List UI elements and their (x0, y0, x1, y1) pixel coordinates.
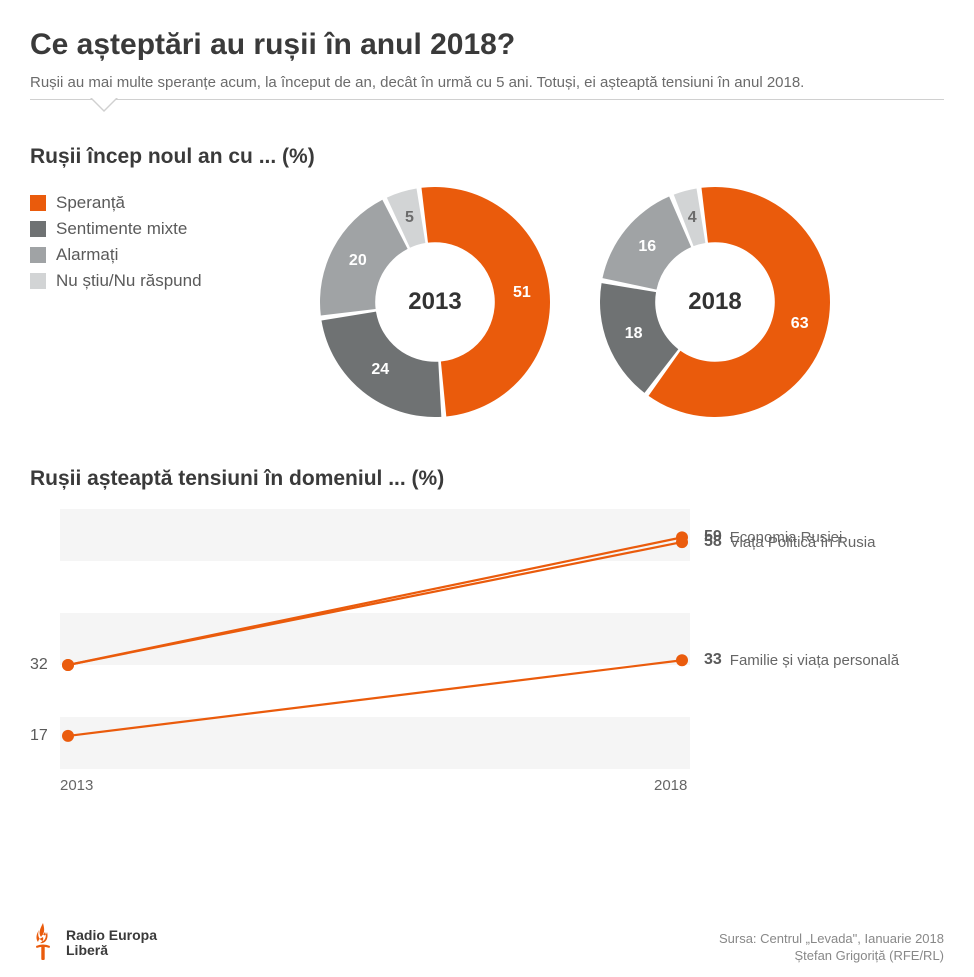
donut-slice-value: 63 (791, 315, 809, 333)
slope-left-value: 17 (30, 727, 48, 745)
footer-source: Sursa: Centrul „Levada", Ianuarie 2018 (719, 931, 944, 946)
legend-swatch (30, 195, 46, 211)
legend-label: Sentimente mixte (56, 219, 187, 239)
donut-center-label: 2013 (408, 288, 461, 316)
donut-section-title: Rușii încep noul an cu ... (%) (30, 145, 944, 169)
divider (30, 99, 944, 121)
donut-slice-value: 4 (688, 209, 697, 227)
slope-marker (676, 654, 688, 666)
slope-series-name: Familie și viața personală (730, 652, 899, 669)
slope-section: Rușii așteaptă tensiuni în domeniul ... … (30, 467, 944, 809)
brand-torch-icon (30, 923, 56, 963)
donut-chart: 2018 63 18 16 4 (600, 187, 830, 417)
slope-line (68, 660, 682, 736)
slope-right-value: 58 (704, 533, 722, 551)
legend-swatch (30, 273, 46, 289)
legend-item: Alarmați (30, 245, 280, 265)
brand-line-2: Liberă (66, 943, 157, 958)
legend-swatch (30, 247, 46, 263)
legend-item: Sentimente mixte (30, 219, 280, 239)
legend-item: Speranță (30, 193, 280, 213)
slope-series-name: Viața Politică în Rusia (730, 534, 876, 551)
donut-slice-value: 24 (371, 361, 389, 379)
donut-chart: 2013 51 24 20 5 (320, 187, 550, 417)
slope-x-label: 2013 (60, 777, 93, 794)
donut-legend: Speranță Sentimente mixte Alarmați Nu știu/… (30, 187, 280, 297)
donut-slice-value: 5 (405, 209, 414, 227)
slope-svg (60, 509, 690, 769)
slope-marker (62, 730, 74, 742)
donut-section: Rușii încep noul an cu ... (%) SperanțăS… (30, 145, 944, 417)
legend-item: Nu știu/Nu răspund (30, 271, 280, 291)
slope-marker (676, 536, 688, 548)
slope-section-title: Rușii așteaptă tensiuni în domeniul ... … (30, 467, 944, 491)
slope-x-label: 2018 (654, 777, 687, 794)
legend-label: Alarmați (56, 245, 118, 265)
slope-right-label: 33 Familie și viața personală (704, 651, 899, 669)
donut-slice-value: 51 (513, 284, 531, 302)
legend-swatch (30, 221, 46, 237)
slope-marker (62, 659, 74, 671)
footer: Radio Europa Liberă Sursa: Centrul „Leva… (30, 923, 944, 963)
footer-credit: Ștefan Grigoriță (RFE/RL) (719, 948, 944, 963)
legend-label: Speranță (56, 193, 125, 213)
slope-line (68, 542, 682, 665)
donut-slice-value: 18 (625, 325, 643, 343)
brand: Radio Europa Liberă (30, 923, 157, 963)
donut-center-label: 2018 (688, 288, 741, 316)
page-subtitle: Rușii au mai multe speranțe acum, la înc… (30, 74, 944, 91)
donut-slice-value: 16 (638, 238, 656, 256)
slope-right-value: 33 (704, 651, 722, 669)
slope-right-label: 58 Viața Politică în Rusia (704, 533, 875, 551)
slope-left-value: 32 (30, 656, 48, 674)
donut-slice-value: 20 (349, 252, 367, 270)
page-title: Ce așteptări au rușii în anul 2018? (30, 28, 944, 62)
legend-label: Nu știu/Nu răspund (56, 271, 202, 291)
brand-line-1: Radio Europa (66, 928, 157, 943)
